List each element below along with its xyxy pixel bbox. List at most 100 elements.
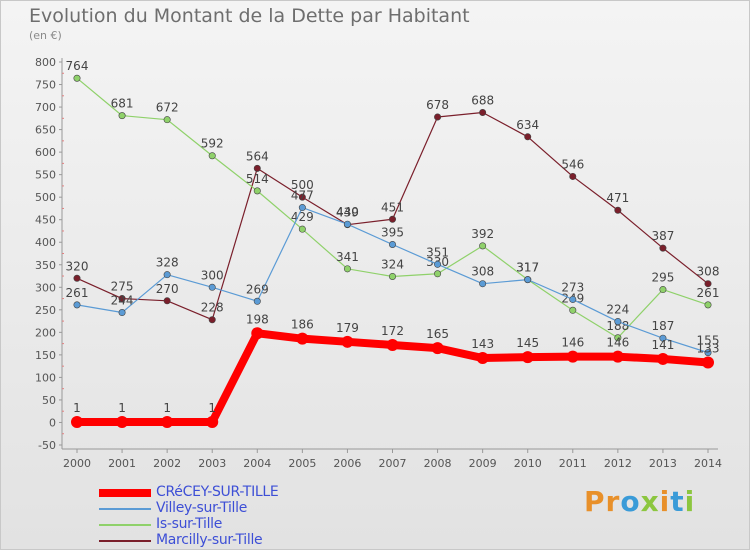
data-label: 198 <box>246 312 269 326</box>
y-tick-label: 50 <box>42 394 56 407</box>
data-label: 187 <box>651 319 674 333</box>
data-point <box>163 271 171 279</box>
y-tick-label: -50 <box>38 439 56 452</box>
legend-swatch <box>99 540 151 542</box>
legend-item: Is-sur-Tille <box>99 516 399 533</box>
x-tick-label: 2004 <box>243 457 271 470</box>
x-tick-label: 2001 <box>108 457 136 470</box>
data-label: 146 <box>606 336 629 350</box>
x-tick-label: 2006 <box>333 457 361 470</box>
data-point <box>253 164 261 172</box>
data-point <box>479 108 487 116</box>
data-point <box>434 113 442 121</box>
data-point <box>386 338 399 351</box>
data-point <box>208 152 216 160</box>
data-label: 179 <box>336 321 359 335</box>
data-point <box>611 350 624 363</box>
data-point <box>704 280 712 288</box>
data-label: 273 <box>561 280 584 294</box>
legend-label: Is-sur-Tille <box>156 516 223 532</box>
data-point <box>614 206 622 214</box>
data-point <box>208 283 216 291</box>
data-label: 172 <box>381 324 404 338</box>
data-label: 681 <box>111 97 134 111</box>
data-point <box>659 286 667 294</box>
x-tick-label: 2013 <box>649 457 677 470</box>
data-label: 500 <box>291 178 314 192</box>
data-label: 141 <box>651 338 674 352</box>
data-label: 429 <box>291 210 314 224</box>
chart-subtitle: (en €) <box>29 29 62 42</box>
data-point <box>118 309 126 317</box>
data-point <box>161 416 174 429</box>
data-label: 143 <box>471 337 494 351</box>
data-point <box>569 306 577 314</box>
data-label: 688 <box>471 93 494 107</box>
data-label: 165 <box>426 327 449 341</box>
data-label: 228 <box>201 301 224 315</box>
data-label: 546 <box>561 157 584 171</box>
data-point <box>566 350 579 363</box>
data-point <box>163 297 171 305</box>
data-point <box>298 225 306 233</box>
data-point <box>73 301 81 309</box>
legend-item: Marcilly-sur-Tille <box>99 532 399 549</box>
data-label: 1 <box>163 401 171 415</box>
data-point <box>434 270 442 278</box>
data-label: 186 <box>291 318 314 332</box>
data-point <box>206 416 219 429</box>
data-label: 471 <box>606 191 629 205</box>
data-point <box>251 327 264 340</box>
x-tick-label: 2010 <box>514 457 542 470</box>
y-tick-label: 250 <box>35 304 56 317</box>
x-tick-label: 2007 <box>379 457 407 470</box>
data-label: 261 <box>66 286 89 300</box>
y-tick-label: 800 <box>35 56 56 69</box>
data-label: 261 <box>697 286 720 300</box>
data-point <box>73 74 81 82</box>
data-label: 317 <box>516 261 539 275</box>
data-point <box>569 295 577 303</box>
y-tick-label: 500 <box>35 191 56 204</box>
data-label: 351 <box>426 245 449 259</box>
legend-item: CRéCEY-SUR-TILLE <box>99 484 399 501</box>
data-label: 672 <box>156 101 179 115</box>
y-tick-label: 650 <box>35 124 56 137</box>
data-point <box>656 352 669 365</box>
data-point <box>704 349 712 357</box>
data-point <box>343 220 351 228</box>
data-point <box>163 116 171 124</box>
data-label: 440 <box>336 205 359 219</box>
data-point <box>431 342 444 355</box>
data-point <box>341 335 354 348</box>
y-tick-label: 100 <box>35 371 56 384</box>
legend-item: Villey-sur-Tille <box>99 500 399 517</box>
x-tick-label: 2008 <box>424 457 452 470</box>
data-point <box>434 260 442 268</box>
data-point <box>702 356 714 369</box>
x-tick-label: 2000 <box>63 457 91 470</box>
data-point <box>479 242 487 250</box>
data-label: 308 <box>471 265 494 279</box>
data-label: 1 <box>118 401 126 415</box>
y-tick-label: 0 <box>49 416 56 429</box>
data-label: 477 <box>291 189 314 203</box>
data-point <box>118 112 126 120</box>
data-label: 678 <box>426 98 449 112</box>
y-tick-label: 200 <box>35 326 56 339</box>
data-label: 395 <box>381 225 404 239</box>
data-label: 439 <box>336 206 359 220</box>
data-point <box>388 272 396 280</box>
data-label: 270 <box>156 282 179 296</box>
data-label: 514 <box>246 172 269 186</box>
data-point <box>569 172 577 180</box>
data-point <box>524 276 532 284</box>
data-point <box>296 332 309 345</box>
y-tick-label: 750 <box>35 79 56 92</box>
data-point <box>73 274 81 282</box>
data-point <box>298 193 306 201</box>
x-tick-label: 2005 <box>288 457 316 470</box>
x-tick-label: 2012 <box>604 457 632 470</box>
data-point <box>388 215 396 223</box>
data-label: 145 <box>516 336 539 350</box>
